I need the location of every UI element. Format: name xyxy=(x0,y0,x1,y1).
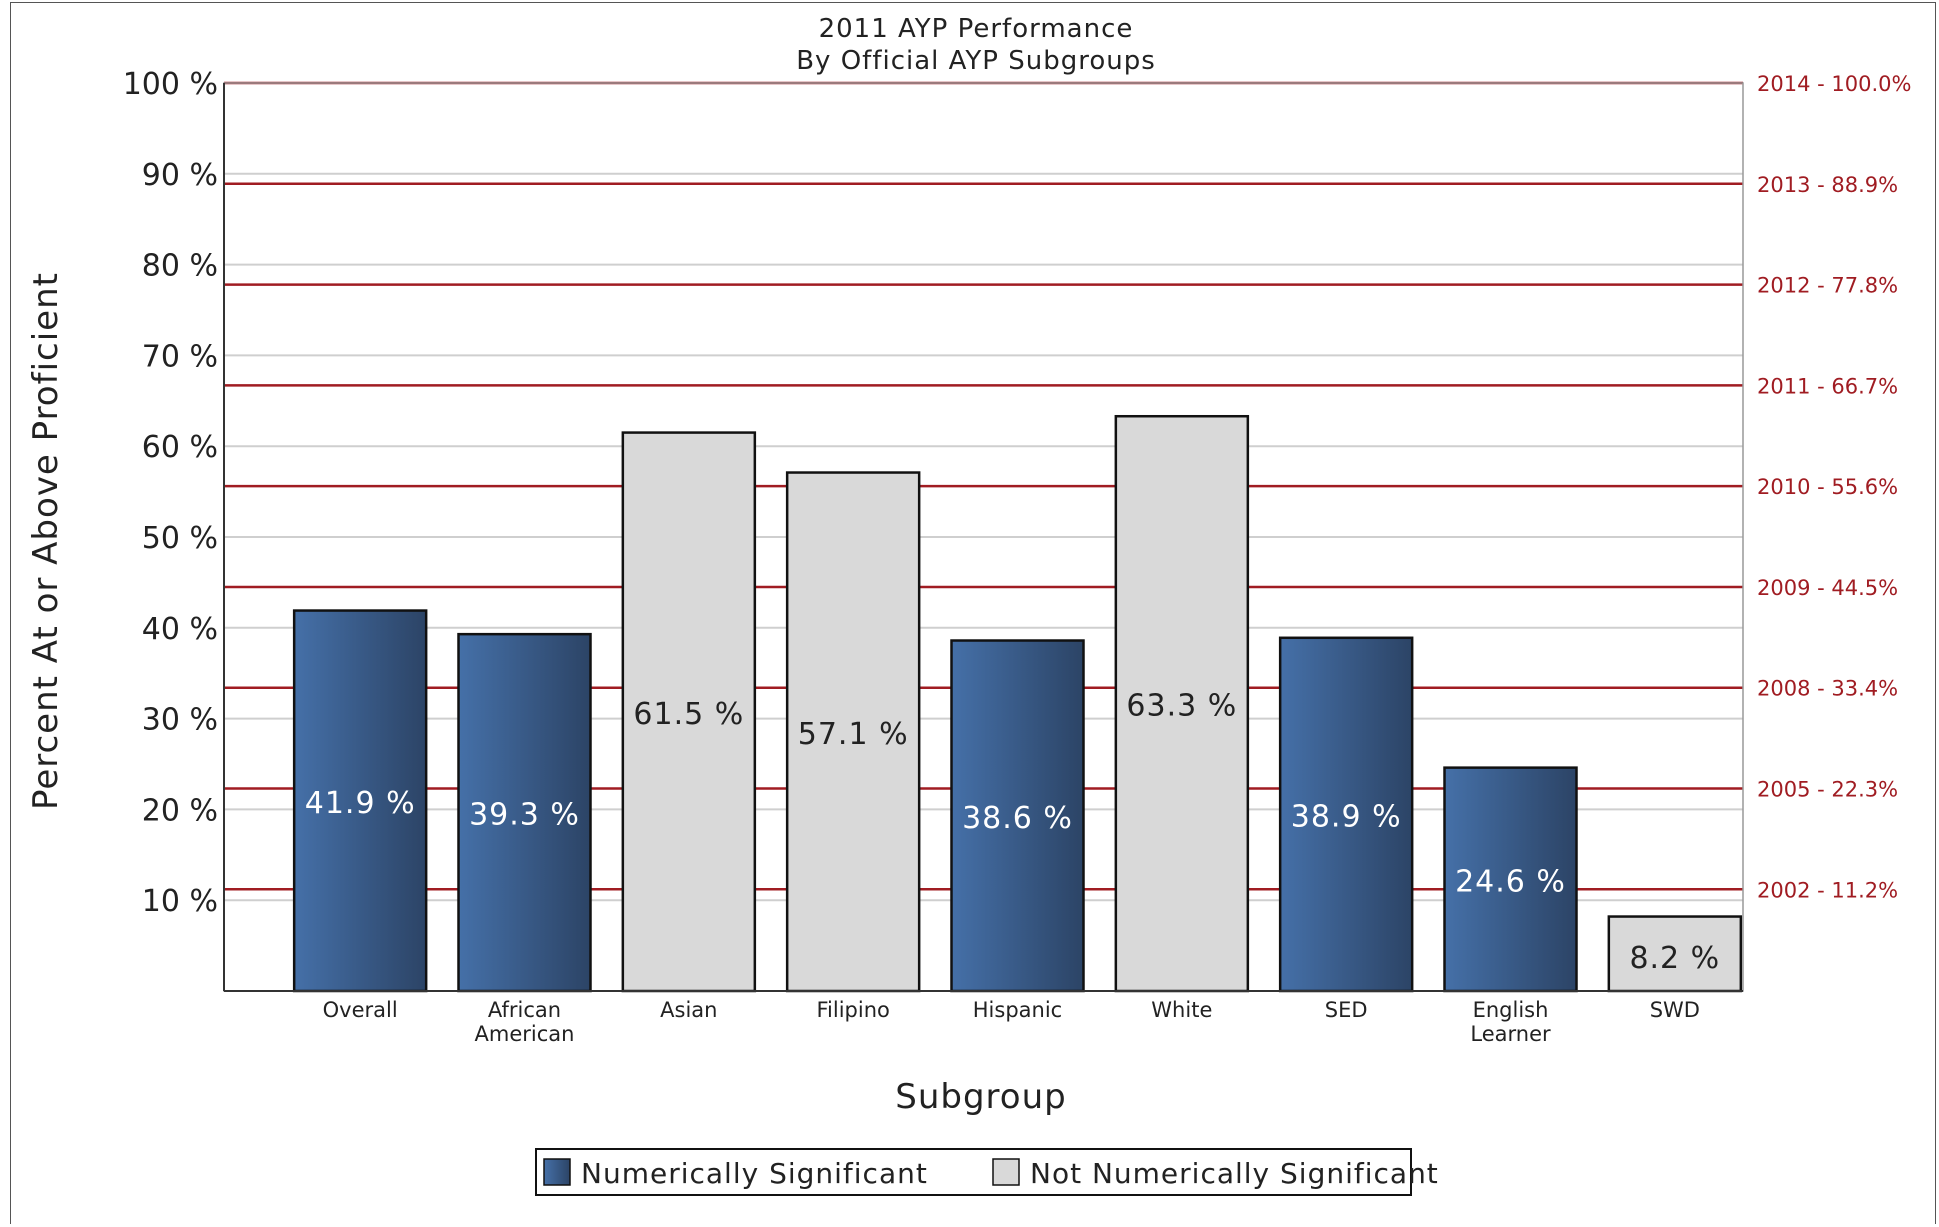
goal-line-label: 2005 - 22.3% xyxy=(1757,778,1898,802)
goal-line-label: 2011 - 66.7% xyxy=(1757,374,1898,398)
bar-chart: 2011 AYP Performance By Official AYP Sub… xyxy=(26,14,1911,1196)
goal-line-label: 2002 - 11.2% xyxy=(1757,878,1898,902)
goal-line-label: 2013 - 88.9% xyxy=(1757,173,1898,197)
x-tick-label: Hispanic xyxy=(973,998,1062,1022)
x-tick-label-line: SWD xyxy=(1650,998,1700,1022)
legend-label: Numerically Significant xyxy=(581,1157,928,1190)
y-tick-label: 50 % xyxy=(142,521,218,556)
y-tick-label: 80 % xyxy=(142,249,218,284)
y-tick-label: 40 % xyxy=(142,612,218,647)
bars: 41.9 % 39.3 % 61.5 % 57.1 % 38.6 % 63.3 % 38.9… xyxy=(292,414,1743,993)
x-tick-label: White xyxy=(1151,998,1212,1022)
x-tick-label-line: Overall xyxy=(323,998,398,1022)
axes: 10 % 20 % 30 % 40 % 50 % 60 % 70 % 80 % 90 % 100 … xyxy=(123,67,1744,1046)
bar-value-label: 39.3 % xyxy=(469,798,580,833)
legend-box xyxy=(535,1148,1412,1196)
chart-frame: 2011 AYP Performance By Official AYP Sub… xyxy=(10,2,1936,1224)
bar-value-label: 57.1 % xyxy=(798,717,909,752)
x-tick-label-line: SED xyxy=(1325,998,1368,1022)
y-tick-label: 70 % xyxy=(142,339,218,374)
bar-value-label: 61.5 % xyxy=(633,697,744,732)
chart-subtitle: By Official AYP Subgroups xyxy=(796,46,1156,76)
bar-value-label: 63.3 % xyxy=(1126,689,1237,724)
x-tick-label: English Learner xyxy=(1470,998,1551,1046)
y-tick-label: 30 % xyxy=(142,703,218,738)
x-tick-label-line: American xyxy=(475,1022,575,1046)
y-tick-label: 60 % xyxy=(142,430,218,465)
bar xyxy=(1607,915,1743,993)
goal-line-label: 2012 - 77.8% xyxy=(1757,274,1898,298)
x-tick-label-line: African xyxy=(488,998,561,1022)
goal-line-label: 2008 - 33.4% xyxy=(1757,677,1898,701)
y-tick-label: 10 % xyxy=(142,884,218,919)
bar-value-label: 24.6 % xyxy=(1455,864,1566,899)
y-tick-label: 100 % xyxy=(123,67,218,102)
legend-swatch xyxy=(992,1158,1020,1186)
bar xyxy=(950,639,1085,993)
goal-line-label: 2014 - 100.0% xyxy=(1757,72,1911,96)
x-tick-label: SWD xyxy=(1650,998,1700,1022)
y-tick-label: 90 % xyxy=(142,158,218,193)
bar xyxy=(1114,414,1250,993)
y-tick-label: 20 % xyxy=(142,793,218,828)
bar-value-label: 38.6 % xyxy=(962,801,1073,836)
x-tick-label: Filipino xyxy=(816,998,889,1022)
goal-line-label: 2010 - 55.6% xyxy=(1757,475,1898,499)
legend: Numerically Significant Not Numerically S… xyxy=(535,1148,1439,1196)
x-tick-label-line: Asian xyxy=(660,998,717,1022)
x-tick-label-line: Learner xyxy=(1470,1022,1551,1046)
x-tick-label: SED xyxy=(1325,998,1368,1022)
legend-swatch xyxy=(543,1158,571,1186)
bar-value-label: 41.9 % xyxy=(305,786,416,821)
x-axis-title: Subgroup xyxy=(895,1077,1066,1117)
bar-value-label: 8.2 % xyxy=(1629,941,1720,976)
x-tick-label: Overall xyxy=(323,998,398,1022)
bar xyxy=(785,471,921,993)
bar xyxy=(621,431,757,993)
x-tick-label: Asian xyxy=(660,998,717,1022)
y-axis-title: Percent At or Above Proficient xyxy=(26,272,66,810)
bar xyxy=(457,632,592,993)
x-tick-label-line: English xyxy=(1473,998,1549,1022)
bar xyxy=(1278,636,1414,993)
chart-title: 2011 AYP Performance xyxy=(819,14,1134,44)
x-tick-label-line: Filipino xyxy=(816,998,889,1022)
goal-line-label: 2009 - 44.5% xyxy=(1757,576,1898,600)
bar xyxy=(292,609,428,993)
bar-value-label: 38.9 % xyxy=(1291,799,1402,834)
legend-label: Not Numerically Significant xyxy=(1030,1157,1439,1190)
x-tick-label-line: Hispanic xyxy=(973,998,1062,1022)
bar xyxy=(1443,766,1578,993)
x-tick-label: African American xyxy=(475,998,575,1046)
x-tick-label-line: White xyxy=(1151,998,1212,1022)
